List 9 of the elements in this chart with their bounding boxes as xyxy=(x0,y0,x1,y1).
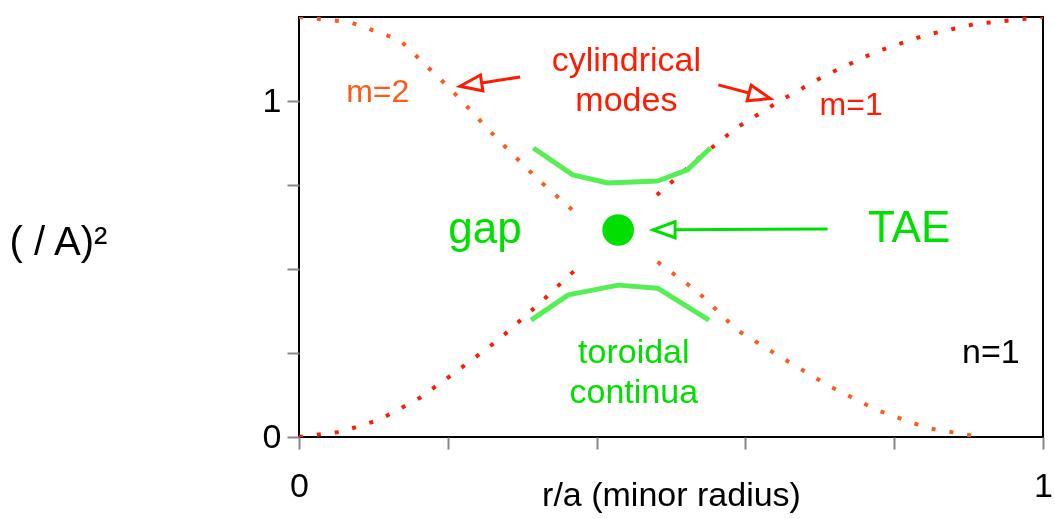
annotation: TAE xyxy=(867,201,951,251)
series-label: m=2 xyxy=(346,72,410,109)
x-axis-title: r/a (minor radius) xyxy=(542,474,801,513)
annotation: toroidal continua xyxy=(569,332,699,410)
y-axis-title: ( / A)² xyxy=(9,218,108,263)
legend-label: m=1 xyxy=(819,86,883,122)
annotation: cylindrical modes xyxy=(551,39,701,118)
annotation: n=1 xyxy=(962,332,1020,370)
annotation: gap xyxy=(448,202,522,252)
